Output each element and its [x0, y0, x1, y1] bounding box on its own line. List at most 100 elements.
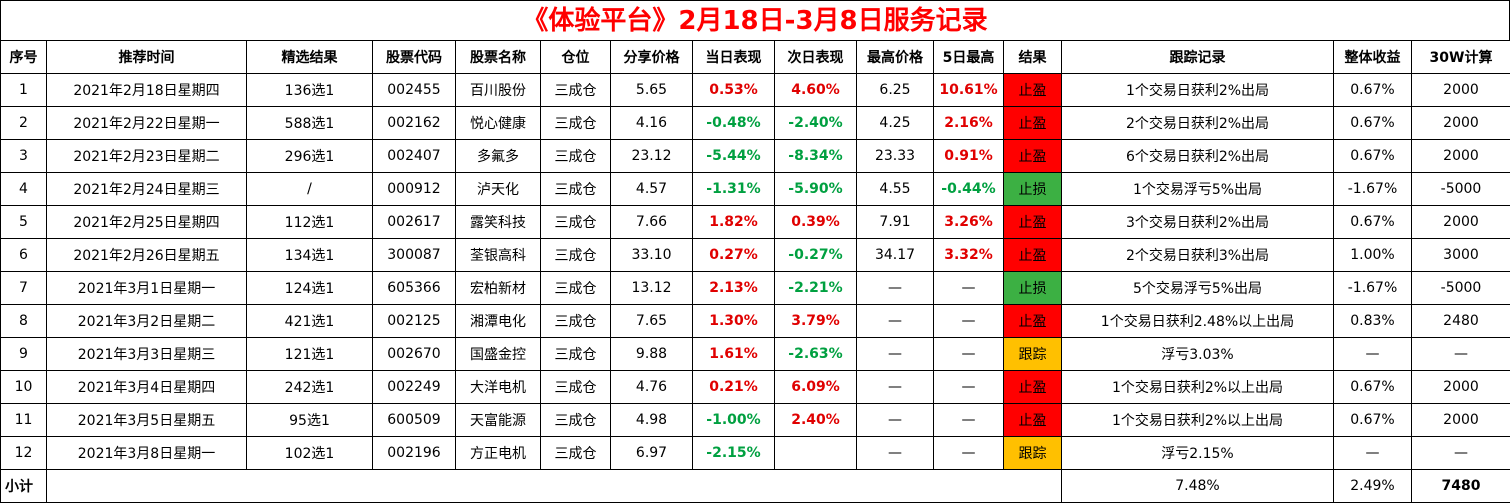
overall-gain: 0.67%: [1333, 205, 1412, 239]
position: 三成仓: [540, 304, 611, 338]
overall-gain: 1.00%: [1333, 238, 1412, 272]
stock-name: 大洋电机: [455, 370, 541, 404]
same-day-performance: -2.15%: [692, 436, 775, 470]
table-row: 6 2021年2月26日星期五 134选1 300087 荃银高科 三成仓 33.10 0.2…: [0, 238, 1510, 272]
share-price: 4.76: [610, 370, 693, 404]
same-day-performance: -1.31%: [692, 172, 775, 206]
overall-gain: 0.67%: [1333, 73, 1412, 107]
pick-result: 102选1: [246, 436, 373, 470]
calc-30w: —: [1411, 337, 1510, 371]
stock-code: 002249: [372, 370, 456, 404]
position: 三成仓: [540, 139, 611, 173]
table-row: 11 2021年3月5日星期五 95选1 600509 天富能源 三成仓 4.98 -1.00…: [0, 403, 1510, 437]
next-day-performance: 3.79%: [774, 304, 857, 338]
highest-price: —: [856, 337, 934, 371]
stock-code: 002455: [372, 73, 456, 107]
header-cell: 分享价格: [610, 40, 693, 74]
table-row: 2 2021年2月22日星期一 588选1 002162 悦心健康 三成仓 4.16 -0.4…: [0, 106, 1510, 140]
row-number: 8: [0, 304, 47, 338]
pick-result: /: [246, 172, 373, 206]
same-day-performance: 0.53%: [692, 73, 775, 107]
share-price: 33.10: [610, 238, 693, 272]
share-price: 9.88: [610, 337, 693, 371]
share-price: 4.57: [610, 172, 693, 206]
recommend-date: 2021年2月24日星期三: [46, 172, 247, 206]
table-row: 5 2021年2月25日星期四 112选1 002617 露笑科技 三成仓 7.66 1.82…: [0, 205, 1510, 239]
position: 三成仓: [540, 238, 611, 272]
result-badge: 止盈: [1003, 73, 1062, 107]
stock-name: 百川股份: [455, 73, 541, 107]
overall-gain: 0.67%: [1333, 106, 1412, 140]
subtotal-row: 小计 7.48% 2.49% 7480: [0, 469, 1510, 503]
five-day-high: 10.61%: [933, 73, 1004, 107]
overall-gain: 0.67%: [1333, 139, 1412, 173]
share-price: 4.98: [610, 403, 693, 437]
result-badge: 止盈: [1003, 205, 1062, 239]
table-row: 8 2021年3月2日星期二 421选1 002125 湘潭电化 三成仓 7.65 1.30%…: [0, 304, 1510, 338]
share-price: 5.65: [610, 73, 693, 107]
calc-30w: 2000: [1411, 403, 1510, 437]
row-number: 2: [0, 106, 47, 140]
stock-code: 002162: [372, 106, 456, 140]
header-cell: 5日最高: [933, 40, 1004, 74]
five-day-high: —: [933, 403, 1004, 437]
pick-result: 112选1: [246, 205, 373, 239]
row-number: 6: [0, 238, 47, 272]
row-number: 9: [0, 337, 47, 371]
five-day-high: -0.44%: [933, 172, 1004, 206]
share-price: 23.12: [610, 139, 693, 173]
five-day-high: —: [933, 370, 1004, 404]
recommend-date: 2021年3月2日星期二: [46, 304, 247, 338]
header-cell: 股票代码: [372, 40, 456, 74]
result-badge: 止盈: [1003, 403, 1062, 437]
pick-result: 421选1: [246, 304, 373, 338]
five-day-high: —: [933, 436, 1004, 470]
stock-name: 泸天化: [455, 172, 541, 206]
calc-30w: 2480: [1411, 304, 1510, 338]
stock-name: 荃银高科: [455, 238, 541, 272]
recommend-date: 2021年3月1日星期一: [46, 271, 247, 305]
table-row: 9 2021年3月3日星期三 121选1 002670 国盛金控 三成仓 9.88 1.61%…: [0, 337, 1510, 371]
five-day-high: —: [933, 271, 1004, 305]
subtotal-track-total: 7.48%: [1061, 469, 1334, 503]
position: 三成仓: [540, 73, 611, 107]
stock-name: 悦心健康: [455, 106, 541, 140]
header-cell: 序号: [0, 40, 47, 74]
next-day-performance: 0.39%: [774, 205, 857, 239]
stock-code: 000912: [372, 172, 456, 206]
recommend-date: 2021年3月4日星期四: [46, 370, 247, 404]
same-day-performance: 0.21%: [692, 370, 775, 404]
position: 三成仓: [540, 370, 611, 404]
same-day-performance: 1.30%: [692, 304, 775, 338]
pick-result: 296选1: [246, 139, 373, 173]
highest-price: 4.25: [856, 106, 934, 140]
position: 三成仓: [540, 172, 611, 206]
header-cell: 结果: [1003, 40, 1062, 74]
pick-result: 121选1: [246, 337, 373, 371]
header-cell: 推荐时间: [46, 40, 247, 74]
next-day-performance: -2.21%: [774, 271, 857, 305]
table-row: 12 2021年3月8日星期一 102选1 002196 方正电机 三成仓 6.97 -2.1…: [0, 436, 1510, 470]
result-badge: 止盈: [1003, 304, 1062, 338]
header-cell: 次日表现: [774, 40, 857, 74]
row-number: 4: [0, 172, 47, 206]
header-cell: 整体收益: [1333, 40, 1412, 74]
highest-price: 23.33: [856, 139, 934, 173]
subtotal-calc-total: 7480: [1411, 469, 1510, 503]
stock-name: 湘潭电化: [455, 304, 541, 338]
recommend-date: 2021年2月25日星期四: [46, 205, 247, 239]
result-badge: 止盈: [1003, 139, 1062, 173]
tracking-record: 6个交易日获利2%出局: [1061, 139, 1334, 173]
tracking-record: 5个交易浮亏5%出局: [1061, 271, 1334, 305]
row-number: 1: [0, 73, 47, 107]
row-number: 10: [0, 370, 47, 404]
tracking-record: 1个交易日获利2%以上出局: [1061, 370, 1334, 404]
calc-30w: 2000: [1411, 73, 1510, 107]
stock-code: 002407: [372, 139, 456, 173]
header-cell: 精选结果: [246, 40, 373, 74]
subtotal-label: 小计: [0, 469, 47, 503]
stock-name: 方正电机: [455, 436, 541, 470]
tracking-record: 2个交易日获利2%出局: [1061, 106, 1334, 140]
table-row: 7 2021年3月1日星期一 124选1 605366 宏柏新材 三成仓 13.12 2.13…: [0, 271, 1510, 305]
highest-price: 6.25: [856, 73, 934, 107]
